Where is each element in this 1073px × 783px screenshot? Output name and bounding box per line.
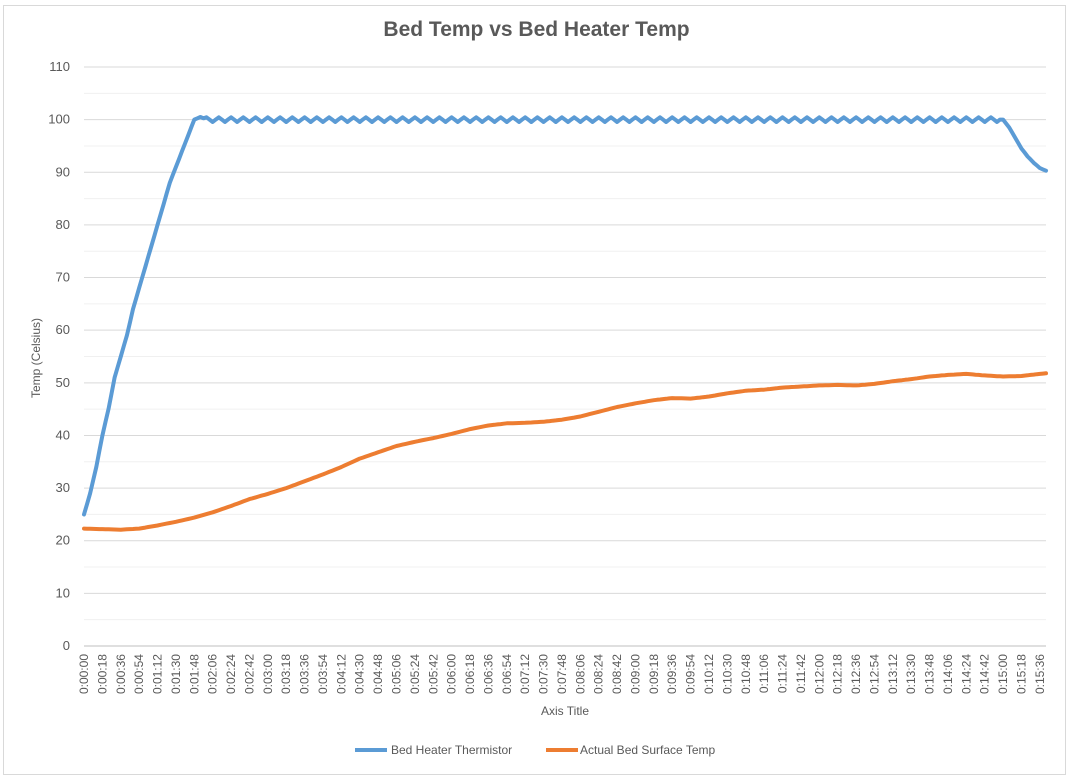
x-tick-label: 0:12:18 bbox=[831, 654, 845, 694]
y-tick-label: 110 bbox=[49, 59, 70, 74]
chart-title: Bed Temp vs Bed Heater Temp bbox=[383, 18, 690, 41]
x-tick-label: 0:02:42 bbox=[242, 654, 256, 694]
gridlines bbox=[84, 66, 1046, 647]
x-tick-label: 0:11:24 bbox=[776, 654, 790, 693]
y-tick-label: 20 bbox=[56, 533, 70, 548]
x-tick-label: 0:05:24 bbox=[408, 654, 422, 694]
x-tick-label: 0:02:24 bbox=[224, 654, 238, 694]
x-tick-label: 0:08:42 bbox=[610, 654, 624, 694]
y-axis-tick-labels: 0 10 20 30 40 50 60 70 80 90 100 110 bbox=[48, 59, 70, 653]
x-tick-label: 0:12:00 bbox=[812, 654, 826, 694]
y-tick-label: 0 bbox=[63, 638, 70, 653]
x-tick-label: 0:11:42 bbox=[794, 654, 808, 693]
legend-label-series-1: Bed Heater Thermistor bbox=[391, 743, 512, 757]
x-tick-label: 0:06:00 bbox=[445, 654, 459, 694]
x-tick-label: 0:03:54 bbox=[316, 654, 330, 694]
y-tick-label: 80 bbox=[56, 217, 70, 232]
x-tick-label: 0:04:48 bbox=[371, 654, 385, 694]
x-tick-label: 0:04:12 bbox=[334, 654, 348, 694]
x-tick-label: 0:14:24 bbox=[959, 654, 973, 694]
x-tick-label: 0:09:54 bbox=[684, 654, 698, 694]
x-tick-label: 0:07:30 bbox=[537, 654, 551, 694]
x-tick-label: 0:09:00 bbox=[628, 654, 642, 694]
series-line-1 bbox=[82, 115, 1048, 517]
y-tick-label: 40 bbox=[56, 427, 70, 442]
x-tick-label: 0:14:06 bbox=[941, 654, 955, 694]
x-tick-label: 0:01:30 bbox=[169, 654, 183, 694]
x-tick-label: 0:08:24 bbox=[592, 654, 606, 694]
x-tick-label: 0:10:12 bbox=[702, 654, 716, 694]
x-axis-title: Axis Title bbox=[541, 704, 589, 718]
x-tick-label: 0:10:30 bbox=[720, 654, 734, 694]
x-tick-label: 0:15:36 bbox=[1033, 654, 1047, 694]
x-tick-label: 0:15:18 bbox=[1014, 654, 1028, 694]
x-tick-label: 0:00:36 bbox=[114, 654, 128, 694]
x-tick-label: 0:12:54 bbox=[867, 654, 881, 694]
x-tick-label: 0:13:30 bbox=[904, 654, 918, 694]
series-lines bbox=[82, 115, 1048, 532]
x-tick-label: 0:03:36 bbox=[298, 654, 312, 694]
y-tick-label: 60 bbox=[56, 322, 70, 337]
x-tick-label: 0:11:06 bbox=[757, 654, 771, 693]
x-tick-label: 0:00:00 bbox=[77, 654, 91, 694]
x-tick-label: 0:03:18 bbox=[279, 654, 293, 694]
x-tick-label: 0:06:18 bbox=[463, 654, 477, 694]
legend-label-series-2: Actual Bed Surface Temp bbox=[580, 743, 716, 757]
series-line-2 bbox=[82, 371, 1048, 532]
x-tick-label: 0:09:36 bbox=[665, 654, 679, 694]
y-tick-label: 30 bbox=[56, 480, 70, 495]
x-tick-label: 0:15:00 bbox=[996, 654, 1010, 694]
x-tick-label: 0:13:12 bbox=[886, 654, 900, 694]
legend: Bed Heater Thermistor Actual Bed Surface… bbox=[355, 743, 716, 757]
y-tick-label: 10 bbox=[56, 585, 70, 600]
x-tick-label: 0:12:36 bbox=[849, 654, 863, 694]
x-tick-label: 0:03:00 bbox=[261, 654, 275, 694]
x-tick-label: 0:06:54 bbox=[500, 654, 514, 694]
chart-area bbox=[3, 5, 1066, 775]
y-tick-label: 90 bbox=[56, 164, 70, 179]
x-tick-label: 0:05:06 bbox=[389, 654, 403, 694]
x-tick-label: 0:14:42 bbox=[978, 654, 992, 694]
x-tick-label: 0:01:48 bbox=[187, 654, 201, 694]
y-axis-title: Temp (Celsius) bbox=[29, 318, 43, 398]
x-tick-label: 0:09:18 bbox=[647, 654, 661, 694]
y-tick-label: 50 bbox=[56, 375, 70, 390]
x-tick-label: 0:05:42 bbox=[426, 654, 440, 694]
x-tick-label: 0:04:30 bbox=[353, 654, 367, 694]
x-tick-label: 0:02:06 bbox=[206, 654, 220, 694]
x-tick-label: 0:08:06 bbox=[573, 654, 587, 694]
x-tick-label: 0:06:36 bbox=[481, 654, 495, 694]
x-tick-label: 0:10:48 bbox=[739, 654, 753, 694]
x-tick-label: 0:01:12 bbox=[151, 654, 165, 694]
y-tick-label: 70 bbox=[56, 270, 70, 285]
x-tick-label: 0:13:48 bbox=[923, 654, 937, 694]
x-tick-label: 0:07:12 bbox=[518, 654, 532, 694]
y-tick-label: 100 bbox=[48, 112, 70, 127]
x-tick-label: 0:07:48 bbox=[555, 654, 569, 694]
x-axis-tick-labels: 0:00:00 0:00:18 0:00:36 0:00:54 0:01:12 0:01:… bbox=[77, 654, 1047, 694]
x-tick-label: 0:00:54 bbox=[132, 654, 146, 694]
x-tick-label: 0:00:18 bbox=[95, 654, 109, 694]
